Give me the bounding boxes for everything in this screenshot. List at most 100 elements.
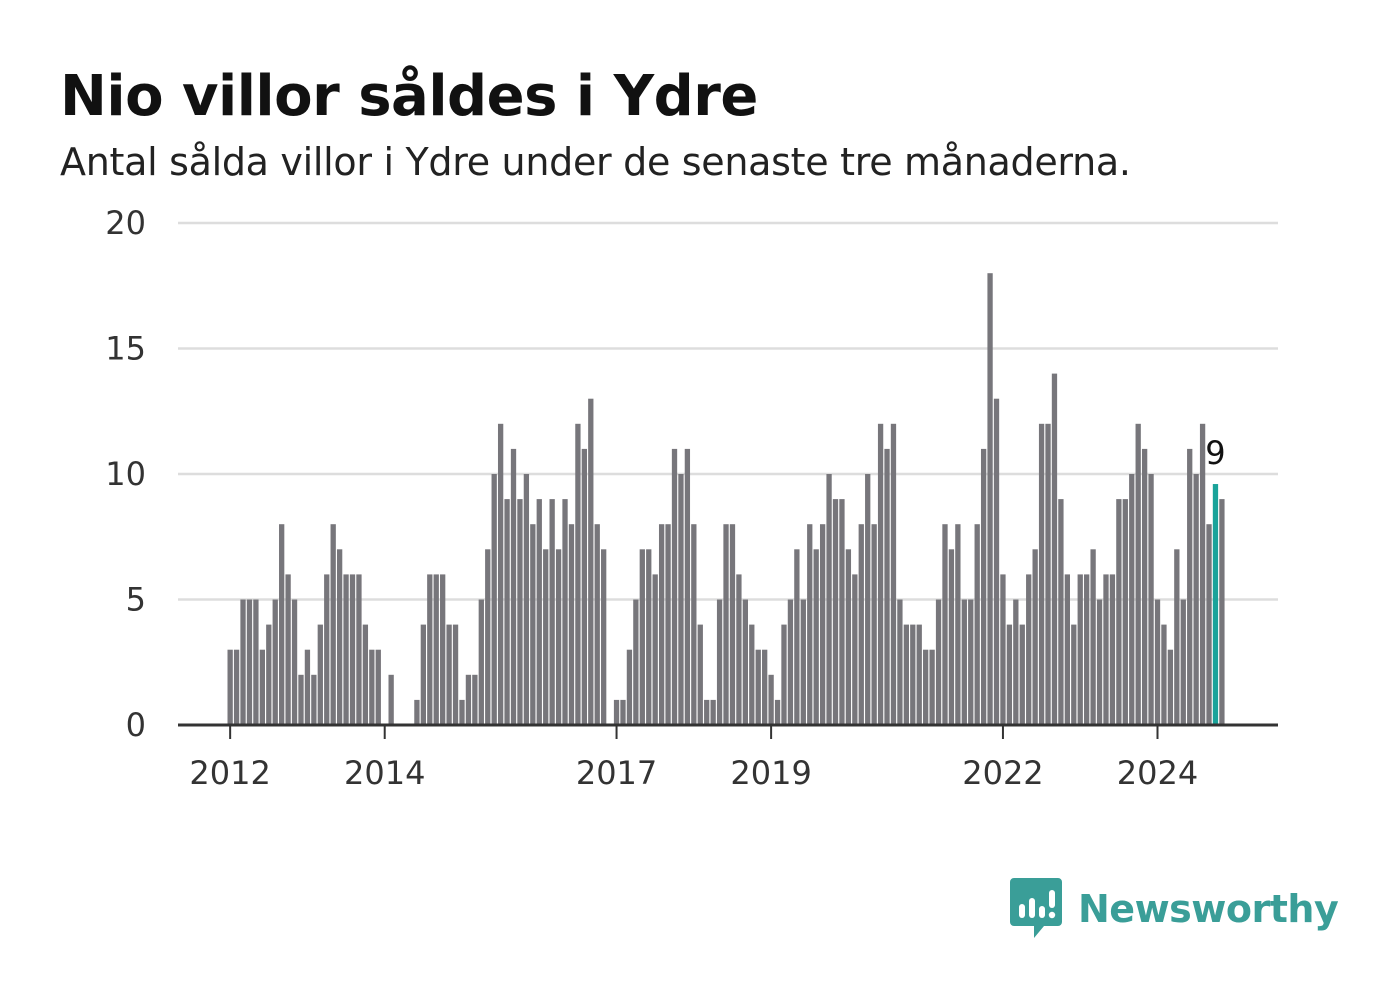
bar (929, 649, 935, 725)
bar (324, 574, 330, 725)
bar (298, 674, 304, 725)
bar (736, 574, 742, 725)
x-tick-label: 2012 (189, 754, 270, 792)
bar (1038, 423, 1045, 725)
bar (1019, 624, 1025, 725)
bar (903, 624, 909, 725)
bar (575, 423, 581, 725)
bar (420, 624, 426, 725)
bar (485, 549, 491, 725)
bar (1206, 524, 1212, 725)
bar (433, 574, 439, 725)
bar (961, 599, 967, 725)
bar (987, 273, 993, 725)
bar (369, 649, 375, 725)
bar (530, 524, 536, 725)
bar (343, 574, 349, 725)
bar (1174, 549, 1180, 725)
bar (762, 649, 768, 725)
bar (1071, 624, 1077, 725)
bar (1032, 549, 1038, 725)
bar (1148, 474, 1154, 725)
bar (594, 524, 600, 725)
bar (787, 599, 794, 725)
bar (1141, 448, 1148, 725)
annotations: 9 (1205, 434, 1225, 472)
x-tick-label: 2019 (730, 754, 811, 792)
bar (633, 599, 639, 725)
bar (800, 599, 806, 725)
bar (826, 474, 832, 725)
bar (665, 524, 671, 725)
bar (890, 423, 897, 725)
bar (684, 448, 691, 725)
bar (935, 599, 942, 725)
bar (446, 624, 452, 725)
bar (865, 474, 871, 725)
bar (311, 674, 317, 725)
x-tick-label: 2022 (962, 754, 1043, 792)
bar (639, 549, 645, 725)
bar (871, 524, 877, 725)
y-tick-label: 10 (105, 455, 146, 493)
bar (1219, 499, 1225, 725)
bar (259, 649, 265, 725)
bar (317, 624, 323, 725)
bar (916, 624, 922, 725)
bar (832, 499, 839, 725)
bar (581, 448, 587, 725)
bar (1064, 574, 1070, 725)
bar (427, 574, 433, 725)
bar (285, 574, 291, 725)
bar (388, 674, 394, 725)
bar (253, 599, 259, 725)
bar (375, 649, 381, 725)
bar (279, 524, 285, 725)
bar (1167, 649, 1174, 725)
brand-name: Newsworthy (1078, 887, 1339, 931)
bar (543, 549, 549, 725)
bar (646, 549, 652, 725)
bar (884, 448, 890, 725)
bar (233, 649, 240, 725)
brand-logo: Newsworthy (1010, 878, 1339, 940)
bar (1000, 574, 1006, 725)
bar (568, 524, 575, 725)
bar (555, 549, 562, 725)
bar (1109, 574, 1116, 725)
bar (1084, 574, 1090, 725)
bar (601, 549, 607, 725)
bar (955, 524, 961, 725)
bar (1077, 574, 1083, 725)
bar (1116, 499, 1122, 725)
bar (1122, 499, 1128, 725)
bar (227, 649, 233, 725)
bar (1103, 574, 1109, 725)
bar (980, 448, 987, 725)
bar (613, 699, 620, 725)
bar (562, 499, 568, 725)
x-axis (178, 723, 1278, 739)
bar (794, 549, 800, 725)
bar (1013, 599, 1019, 725)
bars (227, 273, 1225, 725)
y-tick-label: 20 (105, 204, 146, 242)
bar (549, 499, 555, 725)
bar (336, 549, 343, 725)
bar (948, 549, 955, 725)
bar (266, 624, 272, 725)
newsworthy-logo-icon (1010, 878, 1062, 938)
bar (877, 423, 884, 725)
bar (349, 574, 356, 725)
bar (1154, 599, 1161, 725)
bar (1096, 599, 1103, 725)
x-tick-label: 2017 (576, 754, 657, 792)
bar (1006, 624, 1013, 725)
bar (478, 599, 484, 725)
bar (1135, 423, 1141, 725)
bar (993, 398, 1000, 725)
x-tick-label: 2024 (1117, 754, 1198, 792)
bar (749, 624, 755, 725)
bar (414, 699, 420, 725)
bar (510, 448, 517, 725)
